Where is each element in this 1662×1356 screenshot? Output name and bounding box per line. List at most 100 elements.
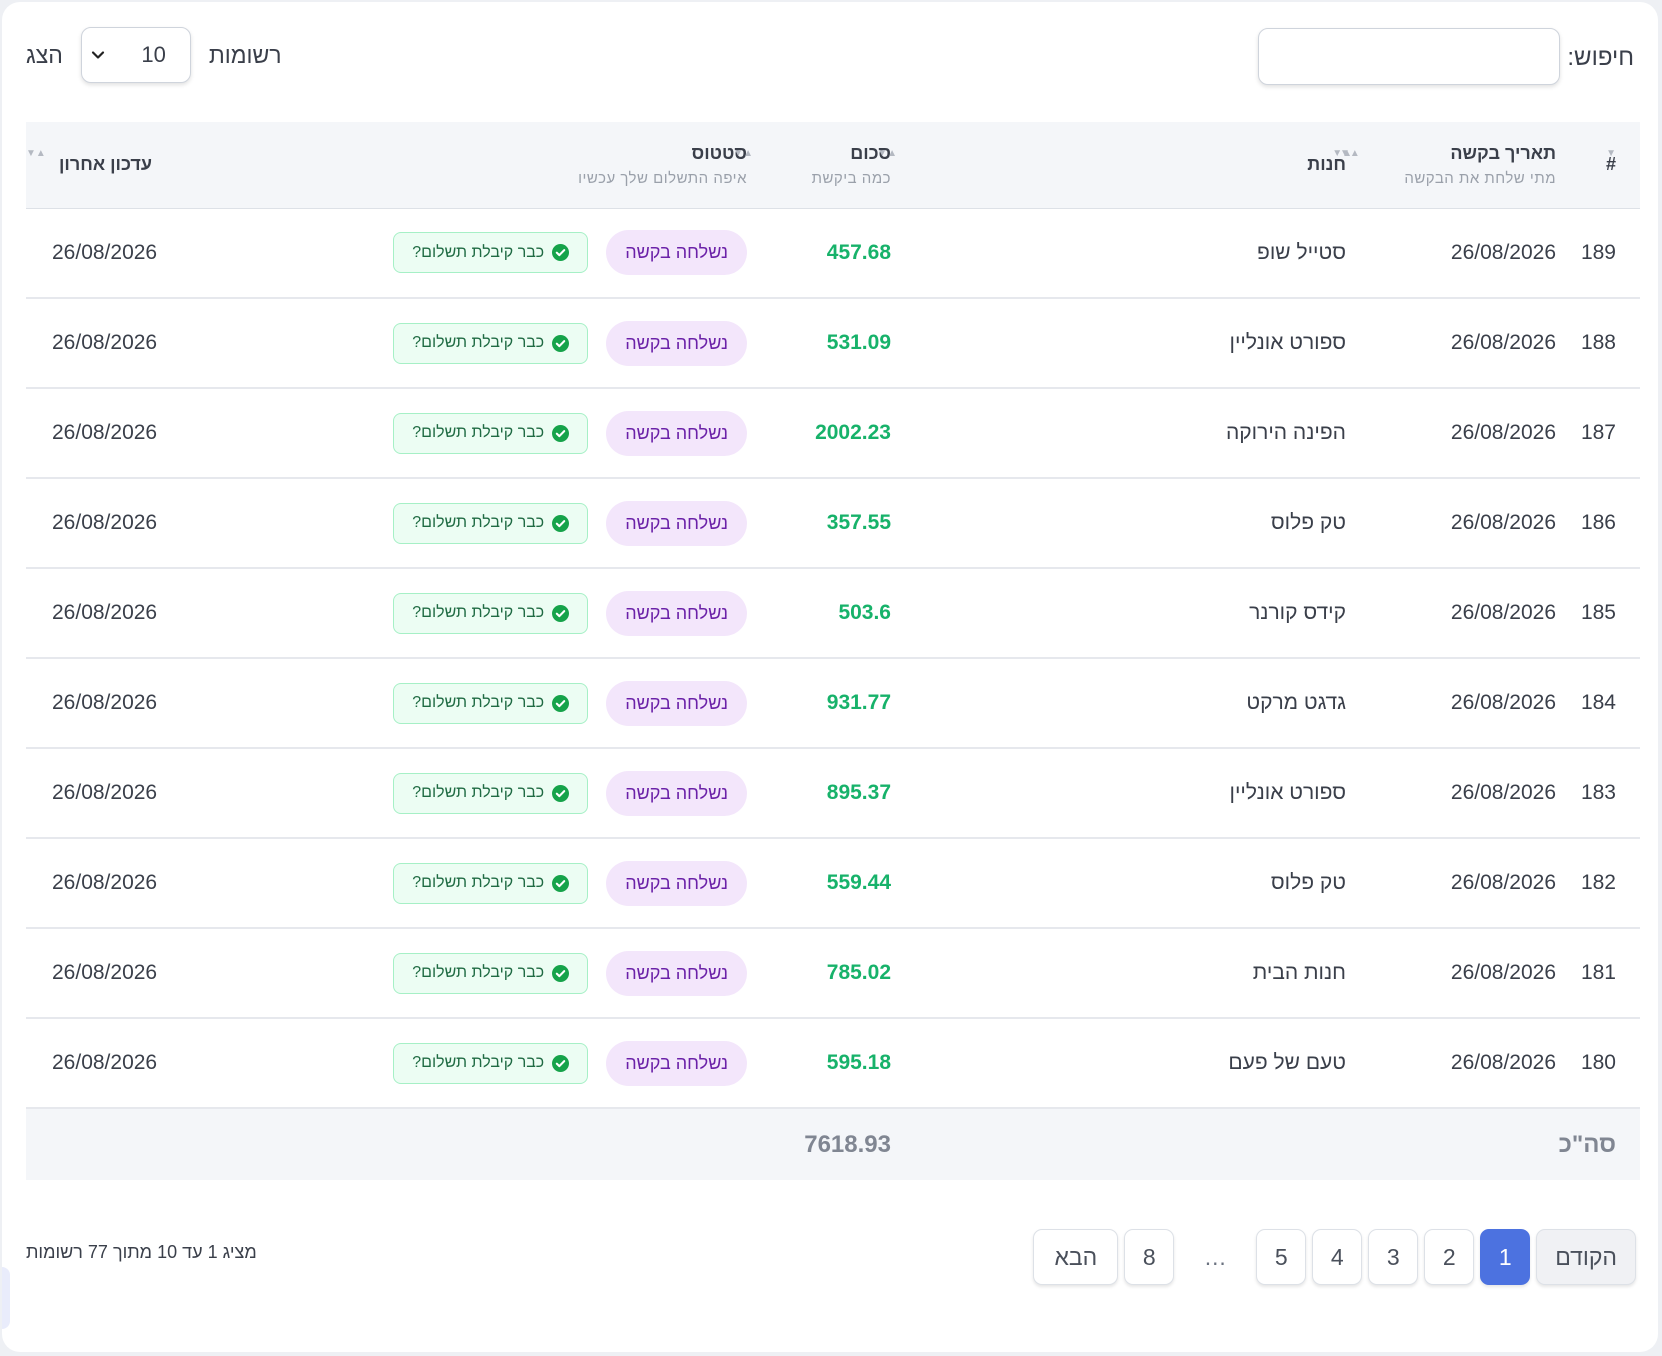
length-records-label: רשומות: [208, 41, 282, 68]
status-badge: נשלחה בקשה: [606, 770, 747, 816]
cell-store: טק פלוס: [891, 478, 1346, 569]
cell-updated: 26/08/2026: [26, 478, 183, 569]
confirm-payment-button[interactable]: כבר קיבלת תשלום?: [393, 412, 589, 454]
confirm-payment-button[interactable]: כבר קיבלת תשלום?: [393, 952, 589, 994]
check-circle-icon: [552, 874, 570, 892]
sort-icon: ▲▼: [1340, 148, 1360, 159]
confirm-payment-button[interactable]: כבר קיבלת תשלום?: [393, 1042, 589, 1084]
col-header-status[interactable]: ▲▼ סטטוס איפה התשלום שלך עכשיו: [183, 122, 753, 209]
confirm-payment-label: כבר קיבלת תשלום?: [412, 514, 545, 531]
check-circle-icon: [552, 1054, 570, 1072]
sort-icon: ▼: [1606, 148, 1616, 159]
confirm-payment-button[interactable]: כבר קיבלת תשלום?: [393, 502, 589, 544]
cell-store: ספורט אונליין: [891, 298, 1346, 389]
cell-id: 184: [1556, 658, 1640, 749]
col-header-store[interactable]: ▲▼ חנות: [891, 122, 1352, 209]
cell-store: גדגט מרקט: [891, 658, 1346, 749]
cell-status: נשלחה בקשה כבר קיבלת תשלום?: [183, 748, 747, 839]
check-circle-icon: [552, 604, 570, 622]
cell-id: 180: [1556, 1018, 1640, 1109]
status-badge: נשלחה בקשה: [606, 410, 747, 456]
confirm-payment-button[interactable]: כבר קיבלת תשלום?: [393, 862, 589, 904]
col-header-amount[interactable]: ▲▼ סכום כמה ביקשת: [747, 122, 897, 209]
cell-id: 187: [1556, 388, 1640, 479]
cell-request-date: 26/08/2026: [1346, 298, 1556, 389]
table-body: 189 26/08/2026 סטייל שופ 457.68 נשלחה בקשה כב…: [26, 208, 1640, 1109]
confirm-payment-label: כבר קיבלת תשלום?: [412, 1054, 545, 1071]
cell-status: נשלחה בקשה כבר קיבלת תשלום?: [183, 838, 747, 929]
cell-amount: 895.37: [747, 748, 891, 839]
cell-id: 181: [1556, 928, 1640, 1019]
check-circle-icon: [552, 244, 570, 262]
table-row: 189 26/08/2026 סטייל שופ 457.68 נשלחה בקשה כב…: [26, 208, 1640, 299]
cell-status: נשלחה בקשה כבר קיבלת תשלום?: [183, 298, 747, 389]
page-length-select[interactable]: 10: [80, 27, 191, 83]
cell-request-date: 26/08/2026: [1346, 1018, 1556, 1109]
table-row: 180 26/08/2026 טעם של פעם 595.18 נשלחה בקשה כ…: [26, 1018, 1640, 1109]
cell-amount: 2002.23: [747, 388, 891, 479]
pagination: הקודם 1 2 3 4 5 … 8 הבא: [1033, 1229, 1636, 1285]
total-row: סה"כ 7618.93: [26, 1107, 1640, 1180]
pagination-page-4[interactable]: 4: [1312, 1229, 1363, 1285]
confirm-payment-label: כבר קיבלת תשלום?: [412, 784, 545, 801]
check-circle-icon: [552, 514, 570, 532]
total-empty: [1346, 1107, 1556, 1180]
table-row: 184 26/08/2026 גדגט מרקט 931.77 נשלחה בקשה כב…: [26, 658, 1640, 749]
col-header-updated[interactable]: ▲▼ עדכון אחרון: [26, 122, 183, 209]
cell-store: חנות הבית: [891, 928, 1346, 1019]
cell-updated: 26/08/2026: [26, 928, 183, 1019]
cell-status: נשלחה בקשה כבר קיבלת תשלום?: [183, 208, 747, 299]
chevron-down-icon: [91, 51, 104, 59]
cell-id: 183: [1556, 748, 1640, 839]
total-value: 7618.93: [747, 1107, 891, 1180]
cell-amount: 503.6: [747, 568, 891, 659]
cell-amount: 531.09: [747, 298, 891, 389]
pagination-previous[interactable]: הקודם: [1536, 1229, 1636, 1285]
pagination-page-last[interactable]: 8: [1124, 1229, 1175, 1285]
check-circle-icon: [552, 694, 570, 712]
total-empty: [891, 1107, 1346, 1180]
cell-updated: 26/08/2026: [26, 748, 183, 839]
pagination-page-1[interactable]: 1: [1480, 1229, 1531, 1285]
cell-id: 189: [1556, 208, 1640, 299]
cell-id: 185: [1556, 568, 1640, 659]
confirm-payment-button[interactable]: כבר קיבלת תשלום?: [393, 592, 589, 634]
cell-request-date: 26/08/2026: [1346, 478, 1556, 569]
pagination-page-2[interactable]: 2: [1424, 1229, 1475, 1285]
table-row: 181 26/08/2026 חנות הבית 785.02 נשלחה בקשה כב…: [26, 928, 1640, 1019]
cell-request-date: 26/08/2026: [1346, 208, 1556, 299]
pagination-next[interactable]: הבא: [1033, 1229, 1119, 1285]
cell-id: 186: [1556, 478, 1640, 569]
cell-request-date: 26/08/2026: [1346, 568, 1556, 659]
cell-updated: 26/08/2026: [26, 568, 183, 659]
status-badge: נשלחה בקשה: [606, 500, 747, 546]
confirm-payment-label: כבר קיבלת תשלום?: [412, 694, 545, 711]
confirm-payment-button[interactable]: כבר קיבלת תשלום?: [393, 772, 589, 814]
col-header-request-date[interactable]: ▲▼ תאריך בקשה מתי שלחת את הבקשה: [1340, 122, 1556, 209]
cell-status: נשלחה בקשה כבר קיבלת תשלום?: [183, 568, 747, 659]
col-header-id[interactable]: ▼ #: [1556, 122, 1640, 209]
search-input[interactable]: [1258, 28, 1560, 85]
total-label: סה"כ: [1556, 1107, 1640, 1180]
cell-store: טעם של פעם: [891, 1018, 1346, 1109]
cell-request-date: 26/08/2026: [1346, 748, 1556, 839]
confirm-payment-label: כבר קיבלת תשלום?: [412, 874, 545, 891]
confirm-payment-button[interactable]: כבר קיבלת תשלום?: [393, 682, 589, 724]
cell-request-date: 26/08/2026: [1346, 838, 1556, 929]
pagination-page-3[interactable]: 3: [1368, 1229, 1419, 1285]
confirm-payment-button[interactable]: כבר קיבלת תשלום?: [393, 322, 589, 364]
side-tab[interactable]: [2, 1267, 10, 1329]
table-row: 187 26/08/2026 הפינה הירוקה 2002.23 נשלחה בק…: [26, 388, 1640, 479]
status-badge: נשלחה בקשה: [606, 590, 747, 636]
pagination-ellipsis: …: [1203, 1243, 1227, 1270]
confirm-payment-button[interactable]: כבר קיבלת תשלום?: [393, 232, 589, 274]
table-row: 185 26/08/2026 קידס קורנר 503.6 נשלחה בקשה כב…: [26, 568, 1640, 659]
pagination-page-5[interactable]: 5: [1256, 1229, 1307, 1285]
confirm-payment-label: כבר קיבלת תשלום?: [412, 424, 545, 441]
cell-store: סטייל שופ: [891, 208, 1346, 299]
status-badge: נשלחה בקשה: [606, 860, 747, 906]
table-row: 183 26/08/2026 ספורט אונליין 895.37 נשלחה בק…: [26, 748, 1640, 839]
cell-store: ספורט אונליין: [891, 748, 1346, 839]
cell-updated: 26/08/2026: [26, 658, 183, 749]
table-row: 182 26/08/2026 טק פלוס 559.44 נשלחה בקשה כבר …: [26, 838, 1640, 929]
